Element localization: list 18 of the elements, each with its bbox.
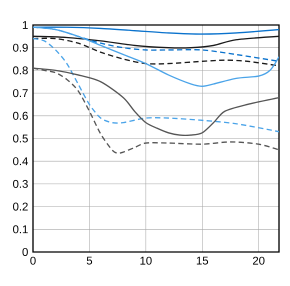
y-tick-label: 0.7 (13, 89, 28, 98)
y-tick-label: 1 (22, 21, 28, 29)
y-tick-label: 0.8 (13, 66, 28, 74)
y-tick-label: 0.1 (13, 225, 28, 234)
x-tick-label: 0 (30, 256, 36, 265)
y-tick-label: 0 (22, 248, 28, 256)
x-tick-label: 15 (196, 256, 208, 265)
x-tick-label: 20 (252, 256, 265, 265)
x-tick-label: 10 (140, 256, 152, 265)
y-tick-label: 0.3 (13, 180, 28, 188)
y-tick-label: 0.5 (13, 134, 28, 142)
y-tick-label: 0.9 (13, 44, 28, 52)
line-series (33, 26, 280, 87)
y-tick-label: 0.2 (13, 202, 28, 211)
y-tick-label: 0.4 (13, 157, 28, 166)
x-tick-label: 5 (86, 256, 92, 265)
line-series (33, 38, 280, 132)
y-tick-label: 0.6 (13, 112, 28, 120)
